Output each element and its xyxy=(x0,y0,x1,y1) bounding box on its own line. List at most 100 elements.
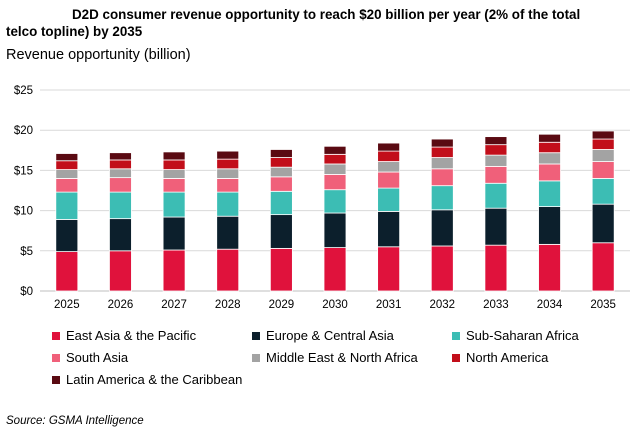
legend-swatch xyxy=(52,375,60,384)
bar-segment xyxy=(109,218,132,252)
chart-title-line-2: telco topline) by 2035 xyxy=(6,24,143,39)
legend-label: East Asia & the Pacific xyxy=(66,328,197,343)
legend-swatch xyxy=(452,353,460,362)
bar-segment xyxy=(55,153,79,162)
bar-segment xyxy=(377,246,401,292)
y-tick-label: $15 xyxy=(14,165,33,177)
bar-segment xyxy=(109,250,132,292)
legend-label: Latin America & the Caribbean xyxy=(66,372,243,387)
bar-segment xyxy=(591,149,615,162)
bar-segment xyxy=(538,206,561,245)
legend-label: Sub-Saharan Africa xyxy=(466,328,579,343)
legend-swatch xyxy=(252,353,260,362)
bar-segment xyxy=(162,178,186,193)
bar-segment xyxy=(484,244,508,292)
y-tick-label: $20 xyxy=(14,125,33,137)
bar-segment xyxy=(591,130,615,140)
bar-segment xyxy=(216,248,240,292)
bar-segment xyxy=(323,163,347,175)
bar-segment xyxy=(269,166,293,178)
bar-segment xyxy=(538,163,561,182)
bar-segment xyxy=(377,142,401,152)
x-tick-label: 2025 xyxy=(54,299,80,311)
x-tick-label: 2026 xyxy=(108,299,134,311)
x-tick-label: 2032 xyxy=(429,299,455,311)
bar-segment xyxy=(538,243,561,292)
stacked-bar-chart: $0 $5 $10 $15 $20 $25 2025 2026 2027 2028 2029 2030… xyxy=(14,85,630,311)
bar-segment xyxy=(162,249,186,292)
bar-segment xyxy=(162,216,186,251)
legend-item: Europe & Central Asia xyxy=(252,328,394,343)
bar-segment xyxy=(591,161,615,179)
x-tick-label: 2035 xyxy=(590,299,616,311)
y-tick-label: $5 xyxy=(20,246,33,258)
bar-segment xyxy=(484,207,508,246)
legend-label: South Asia xyxy=(66,350,129,365)
bar-segment xyxy=(162,151,186,161)
bar-segment xyxy=(269,149,293,158)
bar-segment xyxy=(55,169,79,179)
bar-segment xyxy=(109,152,132,161)
bar-segment xyxy=(216,178,240,193)
bar-segment xyxy=(591,138,615,150)
x-tick-label: 2027 xyxy=(161,299,187,311)
bar-segment xyxy=(538,141,561,154)
legend-swatch xyxy=(252,331,260,340)
bar-segment xyxy=(591,178,615,205)
x-tick-label: 2034 xyxy=(537,299,563,311)
legend-item: North America xyxy=(452,350,548,365)
bar-segment xyxy=(323,174,347,191)
y-tick-label: $0 xyxy=(20,286,33,298)
legend-item: Latin America & the Caribbean xyxy=(52,372,242,387)
legend-item: East Asia & the Pacific xyxy=(52,328,196,343)
legend-swatch xyxy=(52,331,60,340)
bar-segment xyxy=(216,150,240,160)
bar-segment xyxy=(484,154,508,167)
legend-item: Sub-Saharan Africa xyxy=(452,328,579,343)
bar-segment xyxy=(484,165,508,184)
bar-segment xyxy=(538,180,561,207)
bar-segment xyxy=(109,191,132,220)
legend-item: Middle East & North Africa xyxy=(252,350,418,365)
bar-segment xyxy=(269,176,293,192)
chart-title: D2D consumer revenue opportunity to reac… xyxy=(6,6,632,40)
chart-subtitle: Revenue opportunity (billion) xyxy=(6,47,191,63)
bar-segment xyxy=(591,242,615,292)
x-tick-label: 2030 xyxy=(322,299,348,311)
bar-segment xyxy=(430,157,454,170)
bar-segment xyxy=(484,144,508,156)
y-tick-label: $25 xyxy=(14,85,33,97)
bar-segment xyxy=(269,190,293,216)
bar-segment xyxy=(377,161,401,173)
bar-segment xyxy=(162,191,186,218)
bar-segment xyxy=(109,177,132,193)
bar-segment xyxy=(430,209,454,247)
bar-segment xyxy=(216,158,240,170)
bar-segment xyxy=(538,152,561,165)
bar-segment xyxy=(430,146,454,158)
bar-segment xyxy=(377,211,401,248)
legend-swatch xyxy=(52,353,60,362)
bar-segment xyxy=(323,153,347,165)
bar-segment xyxy=(323,247,347,292)
bar-segment xyxy=(323,189,347,214)
x-tick-label: 2028 xyxy=(215,299,241,311)
bar-segment xyxy=(55,191,79,220)
bar-segment xyxy=(109,168,132,179)
bar-segment xyxy=(216,191,240,217)
legend-label: Middle East & North Africa xyxy=(266,350,418,365)
bar-segment xyxy=(484,182,508,209)
bar-segment xyxy=(484,136,508,146)
bar-segment xyxy=(162,159,186,170)
bar-segment xyxy=(430,185,454,211)
x-tick-label: 2033 xyxy=(483,299,509,311)
bar-segment xyxy=(109,159,132,170)
legend-label: North America xyxy=(466,350,549,365)
bar-segment xyxy=(269,247,293,292)
bar-segment xyxy=(377,187,401,212)
bar-segment xyxy=(162,169,186,179)
bar-segment xyxy=(377,150,401,162)
bar-segment xyxy=(269,157,293,168)
bar-segment xyxy=(430,138,454,148)
legend-item: South Asia xyxy=(52,350,128,365)
